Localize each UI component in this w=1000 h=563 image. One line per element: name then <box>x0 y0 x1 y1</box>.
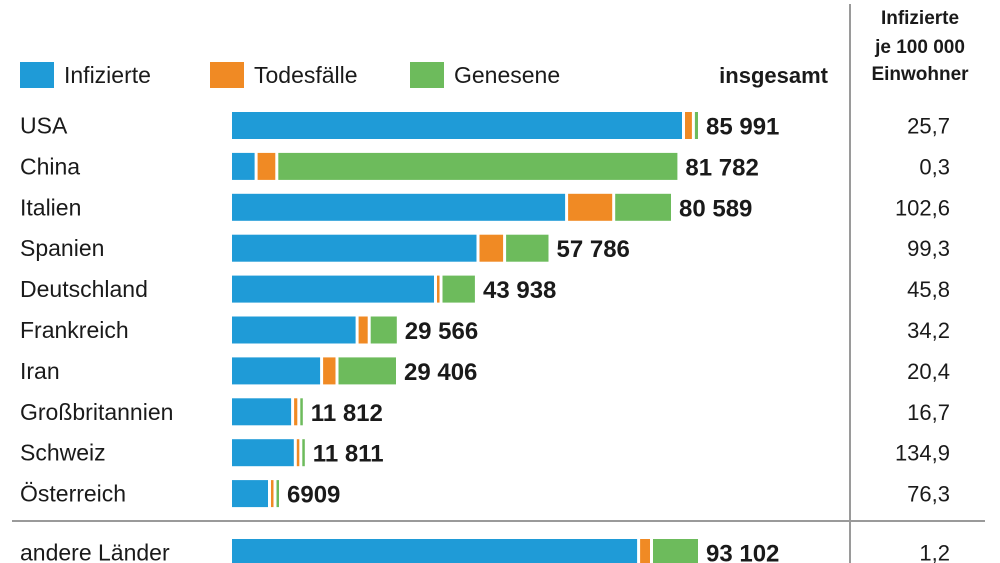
row-0: USA 85 991 25,7 <box>20 112 950 141</box>
country-label: Schweiz <box>20 440 106 466</box>
rate-label: 16,7 <box>907 400 950 425</box>
bar-segment-deaths <box>479 234 504 262</box>
legend-label-0: Infizierte <box>64 62 151 88</box>
bar-segment-infected <box>232 480 268 508</box>
legend: Infizierte Todesfälle Genesene <box>20 62 560 88</box>
bar-segment-infected <box>232 539 638 563</box>
bar-segment-deaths <box>257 152 276 180</box>
rate-header-line-1: je 100 000 <box>874 37 965 58</box>
total-label: 81 782 <box>685 154 758 181</box>
rate-label: 134,9 <box>895 441 950 466</box>
row-8: Schweiz 11 811 134,9 <box>20 439 950 468</box>
country-label: Großbritannien <box>20 399 173 425</box>
country-label: Spanien <box>20 235 104 261</box>
bar-segment-infected <box>232 112 682 139</box>
bar-segment-recovered <box>615 193 671 221</box>
bar-segment-recovered <box>694 112 698 139</box>
bar-segment-infected <box>232 357 321 385</box>
row-1: China 81 782 0,3 <box>20 152 950 181</box>
bar-segment-deaths <box>271 480 274 508</box>
rate-label: 25,7 <box>907 114 950 139</box>
bar-segment-recovered <box>370 316 397 344</box>
bar-segment-deaths <box>437 275 440 303</box>
bar-segment-infected <box>232 234 477 262</box>
bar-segment-recovered <box>506 234 549 262</box>
country-label: Italien <box>20 194 81 220</box>
total-label: 6909 <box>287 482 340 509</box>
bar-segment-infected <box>232 398 292 426</box>
total-label: 11 812 <box>311 400 383 427</box>
bar-segment-deaths <box>568 193 613 221</box>
bar-rows: USA 85 991 25,7 China 81 782 0,3 Italien 80 589… <box>20 112 950 563</box>
bar-segment-infected <box>232 152 255 180</box>
country-label: USA <box>20 113 68 139</box>
bar-segment-deaths <box>296 439 300 467</box>
row-4: Deutschland 43 938 45,8 <box>20 275 950 304</box>
bar-segment-deaths <box>294 398 298 426</box>
row-3: Spanien 57 786 99,3 <box>20 234 950 263</box>
bar-segment-deaths <box>685 112 692 139</box>
legend-swatch-0 <box>20 62 54 88</box>
bar-segment-deaths <box>323 357 336 385</box>
bar-segment-recovered <box>302 439 305 467</box>
rate-label: 1,2 <box>919 541 950 563</box>
total-label: 80 589 <box>679 195 752 222</box>
total-label: 11 811 <box>313 441 384 468</box>
bar-segment-recovered <box>278 152 678 180</box>
legend-label-2: Genesene <box>454 62 560 88</box>
legend-label-1: Todesfälle <box>254 62 358 88</box>
row-6: Iran 29 406 20,4 <box>20 357 950 386</box>
bar-segment-recovered <box>338 357 396 385</box>
rate-header-line-2: Einwohner <box>871 64 969 85</box>
rate-label: 20,4 <box>907 359 950 384</box>
total-label: 57 786 <box>557 236 630 263</box>
rate-header-line-0: Infizierte <box>881 8 959 29</box>
total-label: 85 991 <box>706 114 779 141</box>
rate-label: 76,3 <box>907 482 950 507</box>
bar-segment-recovered <box>442 275 475 303</box>
bar-segment-recovered <box>276 480 279 508</box>
bar-segment-recovered <box>300 398 303 426</box>
legend-swatch-2 <box>410 62 444 88</box>
rate-label: 45,8 <box>907 277 950 302</box>
country-label: Iran <box>20 358 60 384</box>
bar-segment-infected <box>232 439 294 467</box>
bar-segment-infected <box>232 193 566 221</box>
country-label: Deutschland <box>20 276 148 302</box>
rules <box>12 4 985 563</box>
total-header: insgesamt <box>719 63 828 88</box>
row-9: Österreich 6909 76,3 <box>20 480 950 509</box>
country-label: Österreich <box>20 481 126 507</box>
total-label: 29 566 <box>405 318 478 345</box>
total-label: 93 102 <box>706 541 779 563</box>
country-label: China <box>20 153 80 179</box>
rate-label: 34,2 <box>907 318 950 343</box>
bar-segment-recovered <box>653 539 698 563</box>
column-headers: insgesamt Infizierte je 100 000 Einwohner <box>719 8 969 88</box>
total-label: 43 938 <box>483 277 556 304</box>
legend-swatch-1 <box>210 62 244 88</box>
country-label: Frankreich <box>20 317 129 343</box>
total-label: 29 406 <box>404 359 477 386</box>
rate-label: 99,3 <box>907 236 950 261</box>
bar-segment-deaths <box>358 316 368 344</box>
row-7: Großbritannien 11 812 16,7 <box>20 398 950 427</box>
rate-label: 102,6 <box>895 195 950 220</box>
bar-segment-infected <box>232 316 356 344</box>
row-5: Frankreich 29 566 34,2 <box>20 316 950 345</box>
country-label: andere Länder <box>20 540 170 563</box>
row-2: Italien 80 589 102,6 <box>20 193 950 222</box>
bar-segment-deaths <box>640 539 650 563</box>
row-10: andere Länder 93 102 1,2 <box>20 539 950 563</box>
rate-label: 0,3 <box>919 154 950 179</box>
bar-segment-infected <box>232 275 434 303</box>
